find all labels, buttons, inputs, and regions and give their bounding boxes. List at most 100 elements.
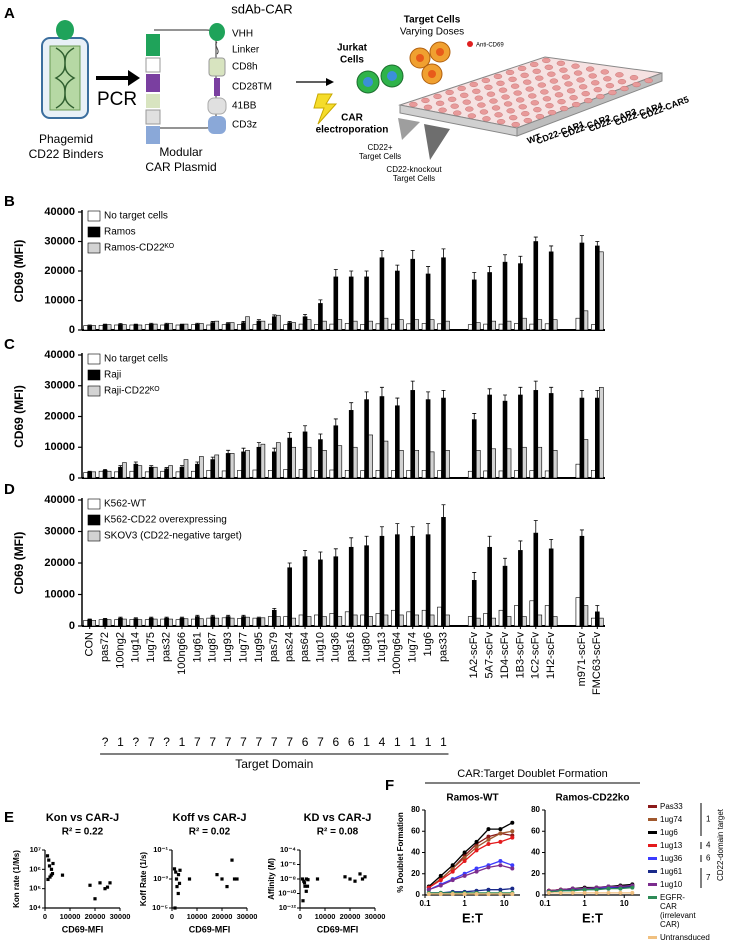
linker-block	[145, 57, 161, 73]
point	[177, 881, 182, 885]
bar	[375, 613, 381, 627]
point	[510, 886, 515, 891]
error-bar	[518, 255, 523, 264]
error-bar	[395, 397, 400, 406]
point	[474, 845, 479, 850]
bar	[152, 323, 158, 331]
x-tick-label: pas16	[345, 632, 357, 662]
point	[176, 891, 180, 896]
plate-well	[644, 77, 653, 84]
bar	[206, 324, 212, 331]
x-tick-label: 1	[462, 899, 467, 908]
bar	[514, 323, 519, 331]
x-tick-label: pas72	[99, 632, 111, 662]
target-nucleus	[428, 70, 436, 78]
point	[48, 875, 52, 879]
y-tick-label: 80	[531, 805, 540, 814]
plate-well	[489, 98, 498, 104]
bar	[214, 320, 220, 331]
plate-well	[438, 107, 447, 113]
bar	[522, 317, 527, 331]
x-tick-label: 10000	[315, 912, 336, 921]
bar	[395, 534, 400, 627]
error-bar	[149, 616, 154, 619]
anti-cd69-dot	[467, 41, 473, 47]
error-bar	[287, 432, 292, 439]
bar	[471, 580, 477, 627]
plate-well	[559, 105, 569, 112]
bar	[437, 606, 442, 627]
bar	[195, 463, 200, 479]
bar	[83, 472, 88, 479]
plate-well	[513, 90, 522, 96]
bar	[529, 600, 535, 627]
point	[172, 867, 177, 871]
bar	[583, 310, 589, 331]
error-bar	[272, 607, 277, 611]
bar	[544, 470, 550, 479]
plate-well	[571, 63, 580, 69]
x-tick-label: 1A2-scFv	[468, 632, 480, 679]
domain-label: 6	[302, 735, 309, 749]
error-bar	[379, 249, 384, 258]
point	[498, 863, 503, 868]
r-squared: R² = 0.08	[317, 827, 359, 838]
bar	[383, 317, 389, 331]
plate-well	[494, 112, 503, 118]
x-tick-label: 1H2-scFv	[545, 632, 557, 680]
point	[510, 820, 515, 825]
bar	[191, 470, 196, 479]
error-bar	[226, 449, 231, 454]
x-tick-label: 1ug93	[222, 632, 234, 663]
plate-well	[564, 81, 573, 87]
error-bar	[210, 321, 215, 323]
error-bar	[579, 389, 584, 399]
legend-label: Raji	[104, 370, 121, 381]
point	[606, 886, 611, 891]
bar	[441, 397, 446, 479]
error-bar	[103, 468, 108, 471]
y-tick-label: 0	[416, 890, 421, 899]
point	[426, 891, 431, 896]
point	[594, 887, 599, 892]
legend-label: K562-CD22 overexpressing	[104, 515, 227, 526]
bar	[83, 325, 88, 331]
error-bar	[318, 299, 323, 304]
bar	[314, 470, 319, 479]
plate-well	[484, 84, 493, 90]
legend-swatch	[87, 369, 101, 381]
bar	[225, 453, 231, 479]
bar	[106, 470, 112, 479]
y-tick-label: 10⁻¹⁰	[278, 888, 297, 897]
error-bar	[256, 319, 261, 322]
plate-well	[573, 70, 583, 76]
bar	[333, 276, 339, 331]
plate-well	[537, 82, 547, 88]
domain-axis-label: Target Domain	[235, 757, 313, 771]
plate-well	[477, 102, 486, 108]
plate-well	[465, 106, 474, 112]
point	[450, 863, 455, 868]
error-bar	[441, 504, 446, 518]
domain-label: 1	[409, 735, 416, 749]
plate-well	[540, 89, 549, 95]
point	[98, 881, 102, 885]
point	[450, 878, 455, 883]
legend-swatch	[648, 883, 657, 886]
bar	[260, 320, 266, 331]
plate-well	[545, 103, 554, 109]
bar	[352, 446, 358, 479]
bar	[118, 466, 123, 479]
y-tick-label: 10⁴	[29, 903, 41, 912]
bar	[252, 469, 258, 479]
bar	[548, 548, 554, 627]
point	[358, 872, 362, 876]
bar	[164, 468, 169, 479]
bar	[148, 617, 154, 627]
point	[498, 839, 503, 844]
bar	[164, 617, 169, 627]
error-bar	[256, 442, 261, 448]
error-bar	[226, 322, 231, 324]
error-bar	[333, 418, 338, 426]
